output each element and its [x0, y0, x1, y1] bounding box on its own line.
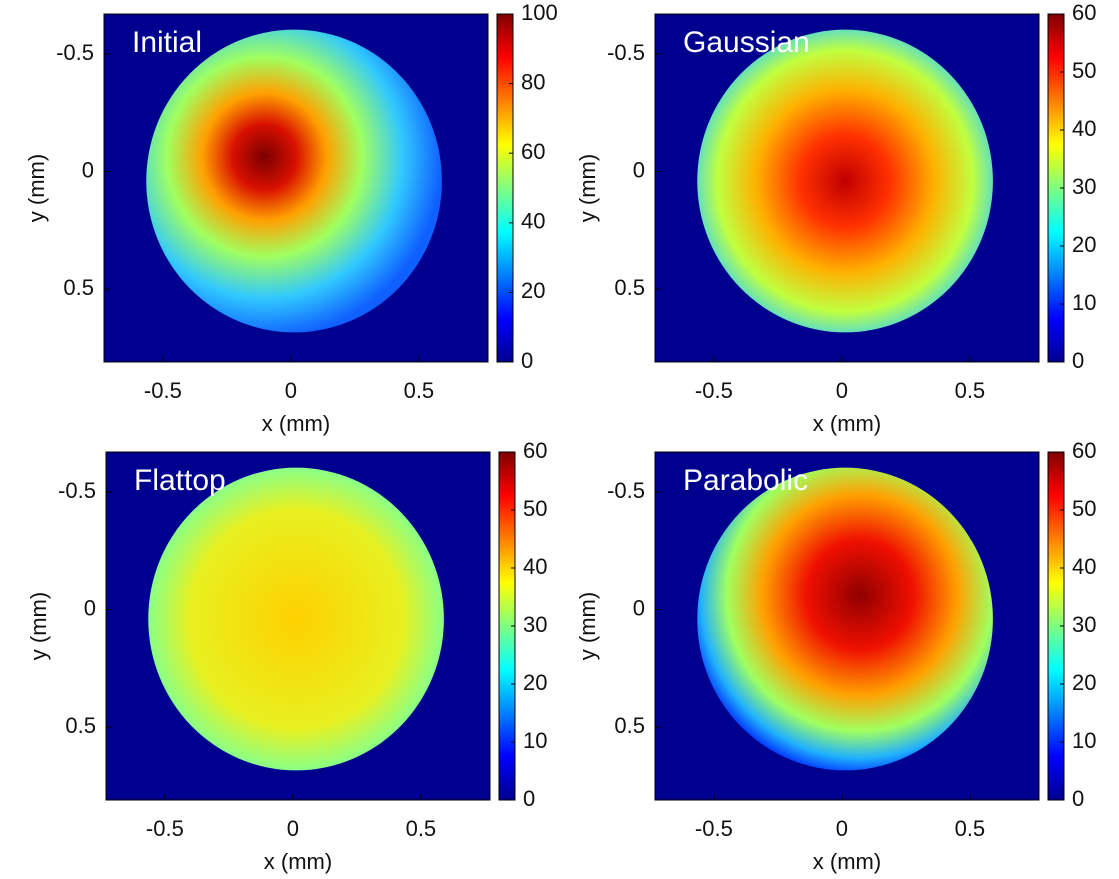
y-tick-label: -0.5 — [607, 40, 645, 65]
x-tick-label: 0.5 — [955, 378, 986, 403]
plot-frame — [654, 13, 1040, 363]
x-axis-label: x (mm) — [813, 849, 881, 874]
y-tick-label: -0.5 — [56, 40, 94, 65]
x-axis-label: x (mm) — [262, 411, 330, 436]
plot-frame — [654, 451, 1040, 801]
colorbar-tick-label: 50 — [1072, 58, 1096, 83]
x-tick-label: -0.5 — [146, 816, 184, 841]
y-axis-label: y (mm) — [575, 154, 600, 222]
colorbar-tick-label: 0 — [1072, 348, 1084, 373]
colorbar-tick-label: 20 — [1072, 670, 1096, 695]
y-tick-label: 0 — [633, 157, 645, 182]
y-tick-label: 0.5 — [63, 275, 94, 300]
colorbar-tick-label: 60 — [523, 438, 547, 463]
x-tick-label: 0 — [287, 816, 299, 841]
colorbar-tick-label: 10 — [523, 728, 547, 753]
y-axis-label: y (mm) — [575, 592, 600, 660]
colorbar-tick-label: 20 — [523, 670, 547, 695]
colorbar-tick-label: 0 — [521, 348, 533, 373]
y-tick-label: 0.5 — [614, 275, 645, 300]
colorbar-tick-label: 60 — [1072, 0, 1096, 25]
colorbar-tick-label: 60 — [521, 139, 545, 164]
x-axis-label: x (mm) — [813, 411, 881, 436]
x-tick-label: -0.5 — [695, 816, 733, 841]
x-tick-label: 0 — [285, 378, 297, 403]
colorbar-tick-label: 50 — [1072, 496, 1096, 521]
panel-label: Gaussian — [683, 26, 810, 59]
x-tick-label: 0 — [836, 378, 848, 403]
colorbar-tick-label: 20 — [521, 278, 545, 303]
colorbar-tick-label: 80 — [521, 69, 545, 94]
plot-frame — [105, 451, 491, 801]
x-tick-label: 0.5 — [404, 378, 435, 403]
heatmap-beam — [146, 29, 442, 333]
y-tick-label: 0 — [633, 595, 645, 620]
colorbar — [496, 13, 514, 363]
y-axis-label: y (mm) — [26, 592, 51, 660]
y-tick-label: 0.5 — [65, 713, 96, 738]
x-tick-label: -0.5 — [695, 378, 733, 403]
x-tick-label: 0.5 — [406, 816, 437, 841]
colorbar-tick-label: 30 — [1072, 612, 1096, 637]
y-tick-label: 0 — [84, 595, 96, 620]
y-tick-label: -0.5 — [58, 478, 96, 503]
colorbar-tick-label: 10 — [1072, 728, 1096, 753]
colorbar-tick-label: 50 — [523, 496, 547, 521]
colorbar-tick-label: 60 — [1072, 438, 1096, 463]
heatmap-beam — [697, 29, 993, 333]
panel-label: Parabolic — [683, 464, 808, 497]
colorbar-tick-label: 40 — [523, 554, 547, 579]
y-tick-label: 0.5 — [614, 713, 645, 738]
colorbar-tick-label: 10 — [1072, 290, 1096, 315]
colorbar-tick-label: 40 — [521, 209, 545, 234]
colorbar-tick-label: 30 — [523, 612, 547, 637]
colorbar-tick-label: 40 — [1072, 554, 1096, 579]
heatmap-beam — [148, 467, 444, 771]
heatmap-beam — [697, 467, 993, 771]
panel-label: Initial — [132, 26, 202, 59]
x-axis-label: x (mm) — [264, 849, 332, 874]
colorbar-tick-label: 30 — [1072, 174, 1096, 199]
y-axis-label: y (mm) — [24, 154, 49, 222]
x-tick-label: 0.5 — [955, 816, 986, 841]
colorbar-tick-label: 40 — [1072, 116, 1096, 141]
x-tick-label: -0.5 — [144, 378, 182, 403]
x-tick-label: 0 — [836, 816, 848, 841]
colorbar-tick-label: 100 — [521, 0, 558, 25]
panel-label: Flattop — [134, 464, 226, 497]
colorbar-tick-label: 20 — [1072, 232, 1096, 257]
colorbar-tick-label: 0 — [1072, 786, 1084, 811]
y-tick-label: -0.5 — [607, 478, 645, 503]
plot-frame — [103, 13, 489, 363]
y-tick-label: 0 — [82, 157, 94, 182]
colorbar-tick-label: 0 — [523, 786, 535, 811]
